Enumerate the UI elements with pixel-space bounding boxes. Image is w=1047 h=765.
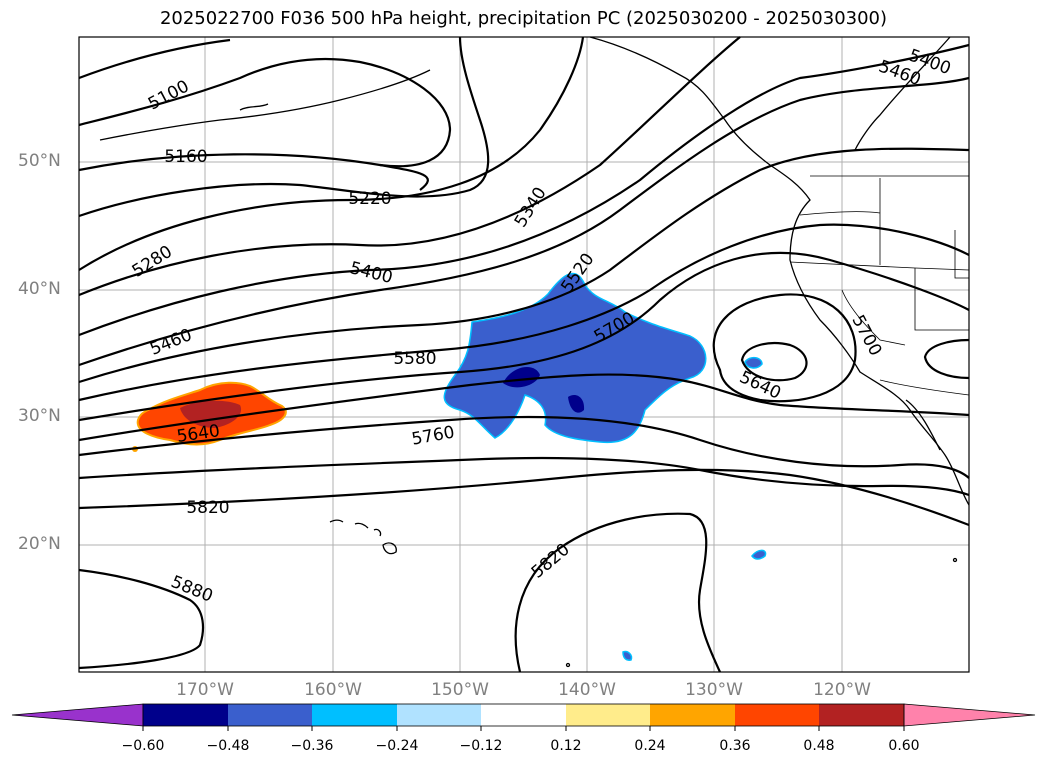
lat-label-40n: 40°N — [18, 279, 61, 299]
colorbar-tick-label: −0.48 — [206, 738, 250, 754]
precip-positive-region — [132, 381, 287, 452]
colorbar-tick-label: 0.60 — [888, 738, 920, 754]
colorbar-bin — [481, 704, 566, 726]
coastlines — [99, 36, 970, 668]
lat-label-50n: 50°N — [18, 151, 61, 171]
lon-label-170w: 170°W — [176, 680, 234, 700]
map-title: 2025022700 F036 500 hPa height, precipit… — [159, 8, 888, 29]
contour-label: 5160 — [164, 147, 207, 167]
colorbar-tick-label: −0.60 — [121, 738, 165, 754]
precip-negative-region — [443, 272, 767, 661]
contour-label: 5580 — [393, 349, 436, 369]
colorbar-bin — [735, 704, 819, 726]
lon-label-140w: 140°W — [558, 680, 616, 700]
colorbar-bin — [143, 704, 228, 726]
contour-label: 5220 — [348, 189, 391, 209]
colorbar-tick-label: −0.24 — [375, 738, 419, 754]
lon-label-150w: 150°W — [431, 680, 489, 700]
colorbar-tick-label: 0.24 — [634, 738, 666, 754]
colorbar-bin — [312, 704, 397, 726]
colorbar-bin — [566, 704, 650, 726]
colorbar — [11, 703, 1036, 731]
lat-label-20n: 20°N — [18, 534, 61, 554]
colorbar-bin — [650, 704, 735, 726]
colorbar-tick-label: −0.36 — [290, 738, 334, 754]
colorbar-tick-label: −0.12 — [459, 738, 503, 754]
lat-label-30n: 30°N — [18, 406, 61, 426]
colorbar-max-extension — [903, 703, 1036, 727]
lon-label-130w: 130°W — [685, 680, 743, 700]
lon-label-160w: 160°W — [304, 680, 362, 700]
colorbar-tick-label: 0.48 — [803, 738, 835, 754]
colorbar-bin — [228, 704, 312, 726]
height-contours — [78, 36, 970, 673]
colorbar-bin — [397, 704, 481, 726]
colorbar-tick-label: 0.12 — [550, 738, 582, 754]
colorbar-tick-label: 0.36 — [719, 738, 751, 754]
borders — [789, 175, 970, 396]
colorbar-bin — [819, 704, 904, 726]
contour-label: 5820 — [186, 498, 229, 518]
lon-label-120w: 120°W — [813, 680, 871, 700]
plot-frame — [78, 36, 970, 673]
colorbar-min-extension — [11, 703, 144, 727]
